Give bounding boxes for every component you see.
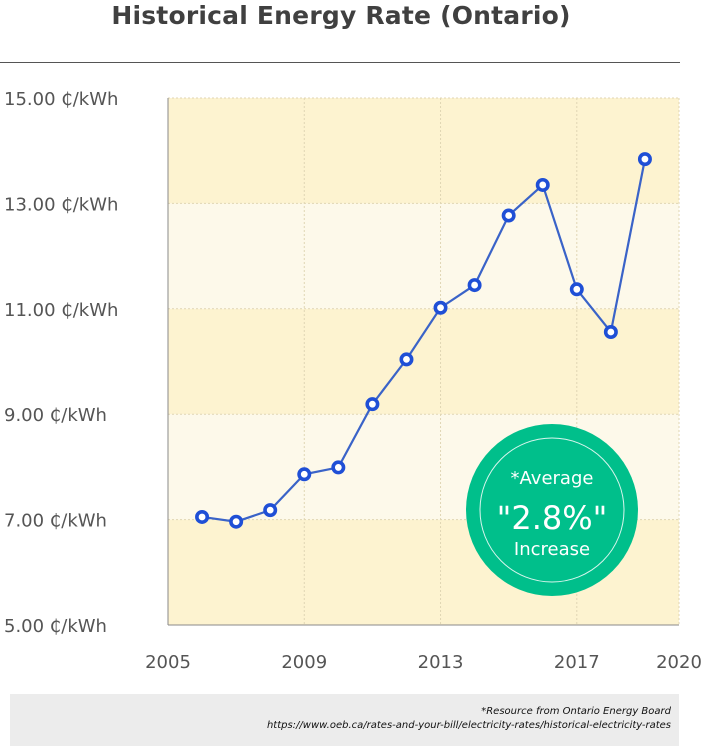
plot-band — [168, 98, 679, 204]
y-tick-label: 11.00 ₵/kWh — [4, 300, 118, 321]
data-point — [467, 278, 482, 293]
badge-circle — [466, 424, 638, 596]
data-point — [229, 514, 244, 529]
data-point — [195, 509, 210, 524]
badge-line2: "2.8%" — [497, 499, 608, 537]
x-tick-label: 2020 — [656, 652, 702, 673]
series-line — [201, 158, 647, 523]
data-point — [263, 503, 278, 518]
x-tick-label: 2013 — [418, 652, 464, 673]
data-point — [501, 208, 516, 223]
y-tick-label: 5.00 ₵/kWh — [4, 616, 107, 637]
data-point — [365, 397, 380, 412]
x-tick-labels: 2005 2009 2013 2017 2020 — [145, 652, 702, 673]
badge-line1: *Average — [511, 468, 594, 489]
y-tick-label: 13.00 ₵/kWh — [4, 194, 118, 215]
data-point — [331, 460, 346, 475]
line-chart: 5.00 ₵/kWh 7.00 ₵/kWh 9.00 ₵/kWh 11.00 ₵/kW… — [4, 89, 702, 673]
data-point — [297, 467, 312, 482]
source-note: *Resource from Ontario Energy Board — [481, 706, 671, 717]
data-point — [637, 152, 652, 167]
y-tick-label: 15.00 ₵/kWh — [4, 89, 118, 110]
x-tick-label: 2009 — [281, 652, 327, 673]
data-point — [433, 300, 448, 315]
badge-inner-ring — [479, 437, 625, 583]
chart-title: Historical Energy Rate (Ontario) — [111, 1, 571, 30]
source-footer: *Resource from Ontario Energy Board http… — [10, 694, 679, 746]
data-point — [399, 352, 414, 367]
average-badge: *Average "2.8%" Increase — [466, 424, 638, 596]
y-tick-label: 7.00 ₵/kWh — [4, 511, 107, 532]
source-url: https://www.oeb.ca/rates-and-your-bill/e… — [266, 720, 671, 731]
data-point — [569, 282, 584, 297]
x-tick-label: 2005 — [145, 652, 191, 673]
plot-bands — [168, 98, 679, 625]
plot-band — [168, 203, 679, 309]
plot-band — [168, 308, 679, 415]
title-divider — [0, 62, 680, 63]
x-tick-label: 2017 — [554, 652, 600, 673]
y-tick-label: 9.00 ₵/kWh — [4, 405, 107, 426]
y-tick-labels: 5.00 ₵/kWh 7.00 ₵/kWh 9.00 ₵/kWh 11.00 ₵/kW… — [4, 89, 118, 637]
data-point — [535, 177, 550, 192]
data-point — [603, 324, 618, 339]
badge-line3: Increase — [514, 539, 590, 560]
series-line-group — [195, 152, 652, 529]
